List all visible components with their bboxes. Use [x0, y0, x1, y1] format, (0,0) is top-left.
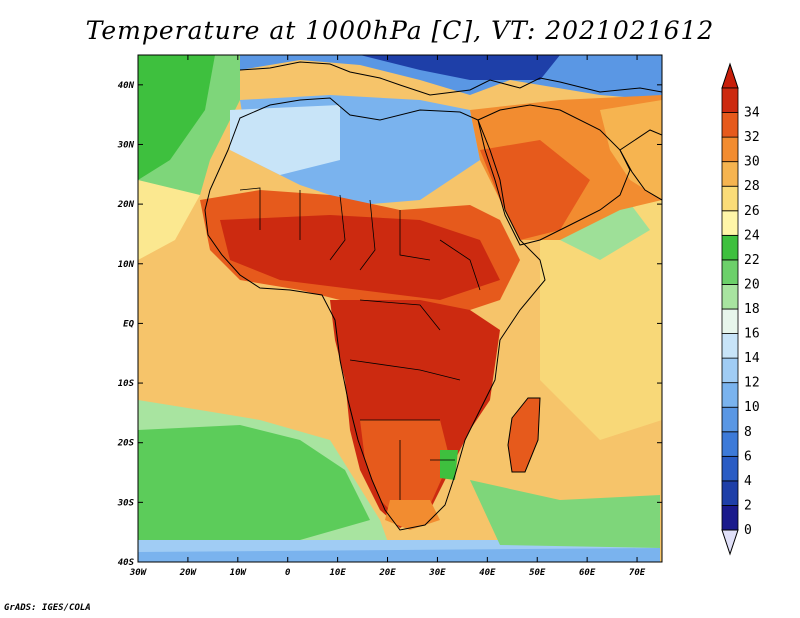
- atlantic-north-cool-core: [138, 55, 215, 180]
- colorbar-label: 34: [744, 106, 760, 121]
- kalahari-warm: [360, 420, 450, 520]
- mozambique-cool-patch: [440, 450, 458, 480]
- colorbar-bin: [721, 431, 739, 457]
- y-tick-label: 20S: [117, 439, 135, 449]
- southern-ocean-colder: [138, 548, 660, 562]
- colorbar-label: 10: [744, 400, 760, 415]
- y-tick-label: 10N: [118, 260, 135, 270]
- y-tick-label: 20N: [117, 200, 135, 210]
- colorbar-label: 18: [744, 302, 760, 317]
- colorbar-bin: [721, 185, 739, 212]
- europe-coast: [239, 61, 662, 96]
- colorbar-bin: [721, 112, 739, 138]
- x-tick-label: 40E: [479, 568, 496, 578]
- x-tick-label: 20E: [378, 568, 396, 578]
- grads-credit: GrADS: IGES/COLA: [4, 603, 91, 613]
- africa-coast: [204, 97, 546, 531]
- x-tick-label: 20W: [179, 568, 198, 578]
- colorbar-label: 20: [744, 277, 760, 292]
- y-tick-label: EQ: [123, 319, 134, 329]
- arabia-coast: [477, 104, 631, 246]
- colorbar-label: 16: [744, 327, 760, 342]
- colorbar-label: 2: [744, 498, 752, 513]
- y-tick-label: 40S: [118, 558, 135, 568]
- x-tick-label: 70E: [629, 568, 646, 578]
- colorbar-label: 4: [744, 474, 752, 489]
- map-frame: [137, 54, 663, 563]
- x-tick-label: 10W: [230, 568, 248, 578]
- colorbar-label: 28: [744, 179, 760, 194]
- colorbar-bin: [721, 406, 739, 433]
- x-tick-label: 30W: [129, 568, 148, 578]
- temperature-field: [138, 55, 662, 562]
- europe-coldest: [360, 55, 560, 80]
- x-axis-labels: 30W 20W 10W 0 10E 20E 30E 40E 50E 60E 70E: [129, 568, 646, 578]
- south-indian-green: [470, 480, 660, 548]
- sahara-west-cool: [230, 105, 340, 175]
- colorbar-bin: [721, 357, 739, 384]
- madagascar-coast: [507, 397, 541, 473]
- country-borders: [239, 187, 481, 500]
- south-africa-coast-warm: [385, 500, 440, 530]
- colorbar-label: 22: [744, 253, 760, 268]
- colorbar-label: 12: [744, 376, 760, 391]
- colorbar-label: 24: [744, 228, 760, 243]
- colorbar-bin: [721, 161, 739, 187]
- y-tick-label: 30S: [117, 498, 135, 508]
- colorbar-bin: [721, 333, 739, 359]
- colorbar-label: 14: [744, 351, 760, 366]
- x-tick-label: 0: [285, 568, 291, 578]
- colorbar-label: 26: [744, 204, 760, 219]
- sahel-hottest: [220, 215, 500, 300]
- europe-cold: [240, 55, 662, 100]
- axis-ticks: [137, 55, 662, 563]
- x-tick-label: 10E: [329, 568, 346, 578]
- colorbar-label: 32: [744, 130, 760, 145]
- colorbar-label: 8: [744, 425, 752, 440]
- chart-title: Temperature at 1000hPa [C], VT: 20210216…: [85, 16, 715, 45]
- x-tick-label: 50E: [529, 568, 546, 578]
- south-atlantic-green: [138, 425, 370, 540]
- colorbar-label: 0: [744, 523, 752, 538]
- colorbar-under-arrow: [721, 529, 739, 556]
- colorbar-bin: [721, 308, 739, 334]
- colorbar-bin: [721, 87, 739, 113]
- coastlines: [204, 61, 662, 531]
- y-tick-label: 10S: [118, 379, 135, 389]
- y-axis-labels: 40N 30N 20N 10N EQ 10S 20S 30S 40S: [117, 81, 135, 568]
- atlantic-yellow-band: [138, 180, 200, 260]
- iran-pakistan-warm: [600, 100, 662, 200]
- colorbar-bin: [721, 505, 739, 531]
- x-tick-label: 30E: [428, 568, 446, 578]
- colorbar-label: 30: [744, 155, 760, 170]
- colorbar-label: 6: [744, 449, 752, 464]
- colorbar-bin: [721, 382, 739, 408]
- colorbar-bin: [721, 234, 739, 261]
- x-tick-label: 60E: [579, 568, 596, 578]
- colorbar-bin: [721, 284, 739, 310]
- colorbar-bin: [721, 455, 739, 482]
- colorbar-bin: [721, 259, 739, 285]
- y-tick-label: 40N: [118, 81, 135, 91]
- colorbar-over-arrow: [721, 62, 739, 89]
- colorbar-bin: [721, 136, 739, 163]
- colorbar-bin: [721, 480, 739, 506]
- y-tick-label: 30N: [117, 140, 135, 150]
- colorbar-bin: [721, 210, 739, 236]
- south-asia-coast: [619, 129, 662, 201]
